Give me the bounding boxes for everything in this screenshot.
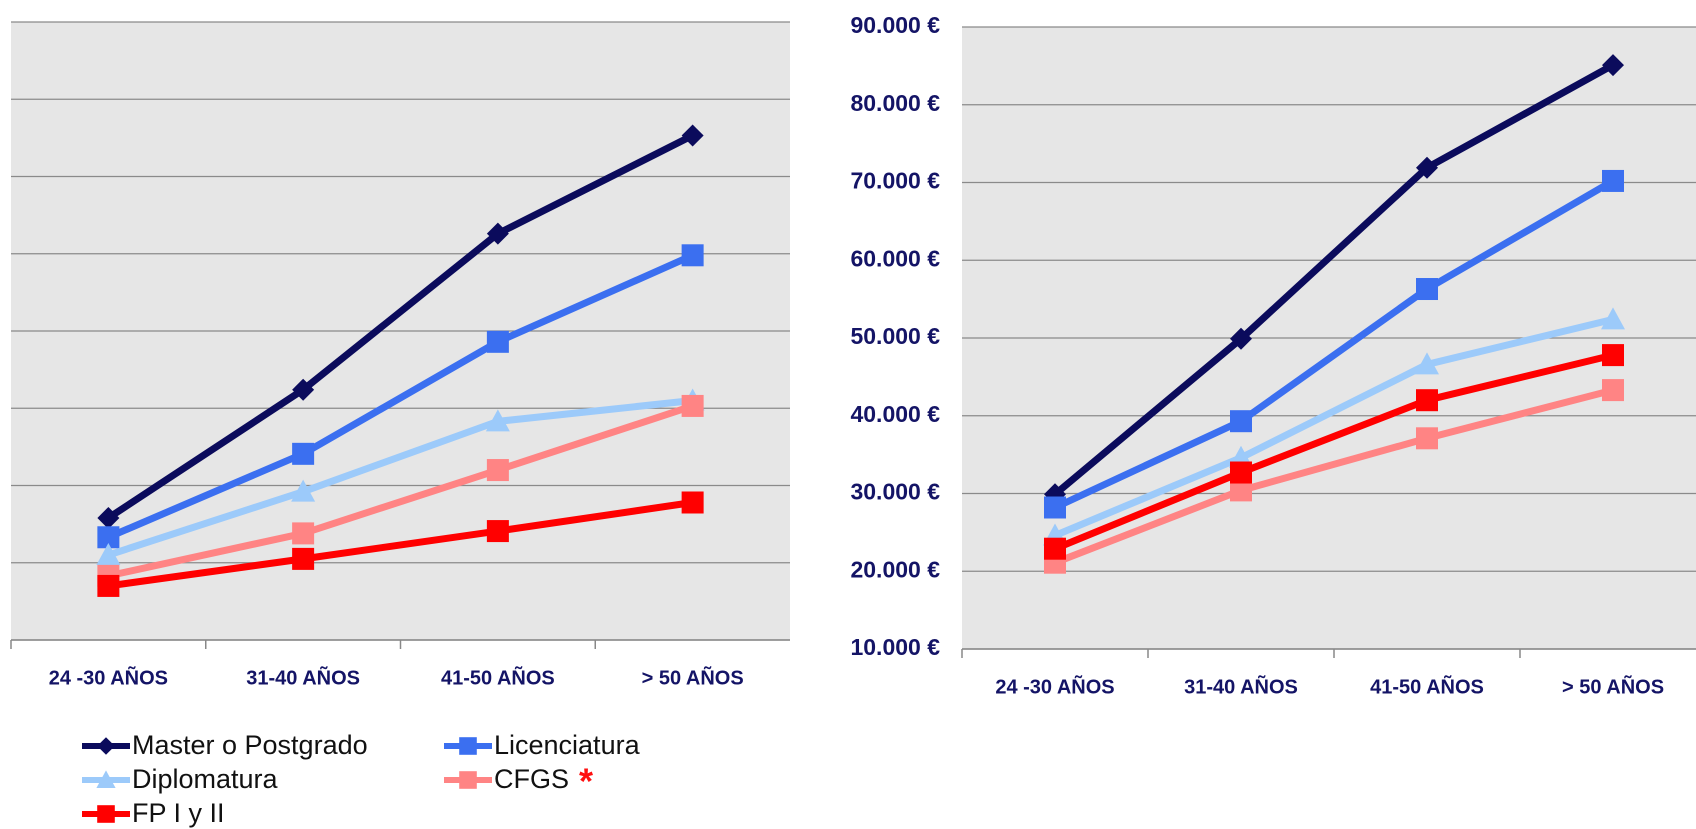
legend-marker — [459, 737, 477, 755]
marker — [1044, 537, 1066, 560]
marker — [1416, 389, 1438, 412]
series-line — [107, 402, 694, 580]
x-tick-label: 41-50 AÑOS — [441, 666, 555, 689]
marker — [1602, 344, 1624, 367]
marker — [1416, 278, 1438, 301]
marker — [486, 459, 509, 482]
marker — [681, 491, 704, 514]
series-line — [106, 252, 695, 541]
series-line — [107, 397, 693, 559]
marker — [486, 520, 509, 543]
marker — [1416, 427, 1438, 450]
x-tick-label: 24 -30 AÑOS — [49, 666, 168, 689]
marker — [292, 378, 315, 401]
x-tick-label: 41-50 AÑOS — [1370, 675, 1484, 698]
marker — [292, 522, 315, 545]
marker — [1230, 479, 1252, 502]
y-tick-label: 20.000 € — [850, 556, 940, 582]
marker — [1602, 169, 1624, 192]
marker — [292, 547, 315, 570]
marker — [681, 244, 704, 267]
legend-label: Licenciatura — [494, 730, 641, 760]
marker — [1416, 156, 1438, 179]
marker — [485, 409, 510, 432]
marker — [1044, 496, 1066, 519]
marker — [1230, 461, 1252, 484]
y-tick-label: 40.000 € — [850, 401, 940, 427]
legend-marker — [459, 771, 477, 789]
legend-label: CFGS — [494, 764, 569, 794]
legend-label: Master o Postgrado — [132, 730, 368, 760]
x-tick-label: 24 -30 AÑOS — [995, 675, 1114, 698]
y-tick-label: 10.000 € — [850, 634, 940, 660]
x-tick-label: > 50 AÑOS — [642, 666, 744, 689]
y-tick-label: 90.000 € — [850, 12, 940, 38]
marker — [291, 479, 316, 502]
marker — [1602, 379, 1624, 402]
annotation: * — [579, 761, 593, 802]
y-tick-label: 60.000 € — [850, 245, 940, 271]
legend-label: Diplomatura — [132, 764, 279, 794]
legend-label: FP I y II — [132, 798, 225, 828]
series-line — [1053, 351, 1614, 552]
marker — [1415, 352, 1439, 375]
y-tick-label: 30.000 € — [850, 479, 940, 505]
legend-marker — [97, 737, 115, 755]
marker — [1602, 54, 1624, 77]
marker — [1230, 410, 1252, 433]
series-line — [1052, 62, 1615, 497]
y-tick-label: 50.000 € — [850, 323, 940, 349]
marker — [96, 543, 121, 566]
x-tick-label: 31-40 AÑOS — [1184, 675, 1298, 698]
marker — [486, 222, 509, 245]
marker — [97, 574, 120, 597]
x-tick-label: > 50 AÑOS — [1562, 675, 1664, 698]
series-line — [1053, 386, 1614, 566]
y-tick-label: 70.000 € — [850, 168, 940, 194]
marker — [97, 526, 120, 549]
series-line — [1053, 177, 1615, 511]
legend-marker — [97, 805, 115, 823]
x-tick-label: 31-40 AÑOS — [246, 666, 360, 689]
marker — [681, 124, 704, 147]
marker — [292, 442, 315, 465]
legend-marker — [96, 770, 116, 788]
y-tick-label: 80.000 € — [850, 90, 940, 116]
series-line — [107, 499, 694, 590]
marker — [486, 330, 509, 353]
series-line — [106, 132, 695, 521]
marker — [97, 506, 120, 529]
marker — [681, 394, 704, 417]
marker — [1601, 307, 1625, 330]
series-line — [1053, 315, 1614, 539]
marker — [1230, 327, 1252, 350]
